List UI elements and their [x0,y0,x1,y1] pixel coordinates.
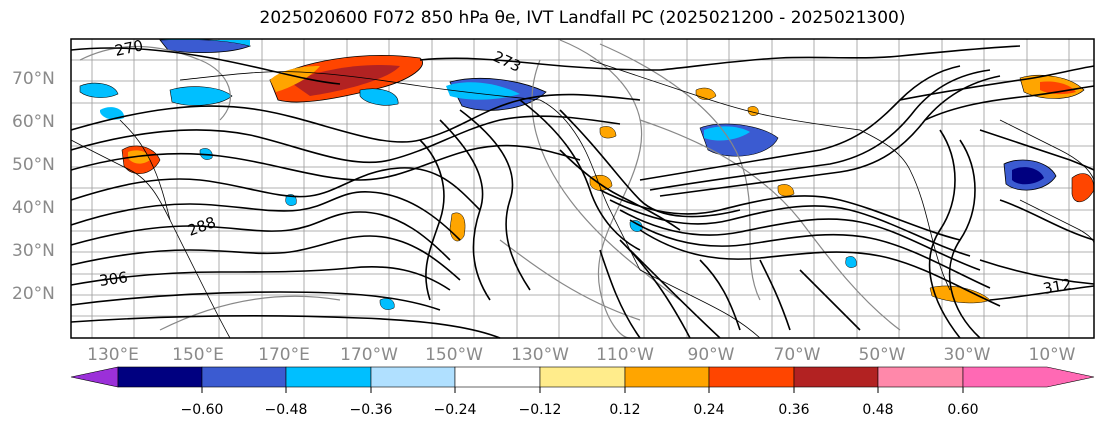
chart-title: 2025020600 F072 850 hPa θe, IVT Landfall… [259,8,906,28]
lon-label-150e: 150°E [172,345,224,365]
lon-label-90w: 90°W [687,345,735,365]
colorbar-tick-label-6: 0.12 [609,402,641,418]
colorbar-box-7 [624,366,710,388]
lon-label-70w: 70°W [773,345,821,365]
lon-label-170e: 170°E [258,345,310,365]
colorbar-tick-label-8: 0.36 [778,402,810,418]
colorbar-tick-label-1: −0.60 [180,402,224,418]
lat-label-70n: 70°N [12,69,55,89]
colorbar-box-2 [201,366,287,388]
colorbar-box-6 [539,366,626,388]
colorbar-box-9 [793,366,879,388]
colorbar-tick-label-4: −0.24 [433,402,477,418]
colorbar-box-5 [454,366,541,388]
map-frame [70,38,1095,339]
lat-label-50n: 50°N [12,155,55,175]
contour-label-2: 273 [490,47,524,75]
colorbar-extend-low [70,366,119,388]
colorbar-box-8 [708,366,795,388]
lon-label-130w: 130°W [511,345,569,365]
colorbar-tick-label-2: −0.48 [264,402,308,418]
colorbar [70,366,1095,393]
colorbar-tick-label-7: 0.24 [693,402,725,418]
lon-label-110w: 110°W [596,345,654,365]
lon-label-50w: 50°W [858,345,906,365]
lat-label-60n: 60°N [12,112,55,132]
colorbar-tick-label-5: −0.12 [518,402,562,418]
colorbar-tick-label-9: 0.48 [862,402,894,418]
anomaly-shading [79,38,1095,310]
colorbar-box-3 [285,366,372,388]
lat-label-20n: 20°N [12,284,55,304]
lon-label-10w: 10°W [1028,345,1076,365]
theta-e-contours [70,45,1095,339]
contour-label-4: 306 [98,268,129,290]
coastlines [70,59,1095,339]
contour-label-1: 270 [113,36,145,60]
colorbar-extend-high [962,366,1095,388]
lon-label-130e: 130°E [87,345,139,365]
ivt-contours [79,39,901,339]
colorbar-box-10 [877,366,964,388]
contour-label-5: 312 [1042,275,1073,298]
lon-label-30w: 30°W [943,345,991,365]
colorbar-box-4 [370,366,456,388]
lat-label-40n: 40°N [12,198,55,218]
colorbar-box-1 [117,366,203,388]
lat-label-30n: 30°N [12,241,55,261]
lon-label-170w: 170°W [340,345,398,365]
lon-label-150w: 150°W [425,345,483,365]
contour-label-3: 288 [185,213,218,240]
colorbar-tick-label-10: 0.60 [947,402,979,418]
colorbar-tick-label-3: −0.36 [349,402,393,418]
